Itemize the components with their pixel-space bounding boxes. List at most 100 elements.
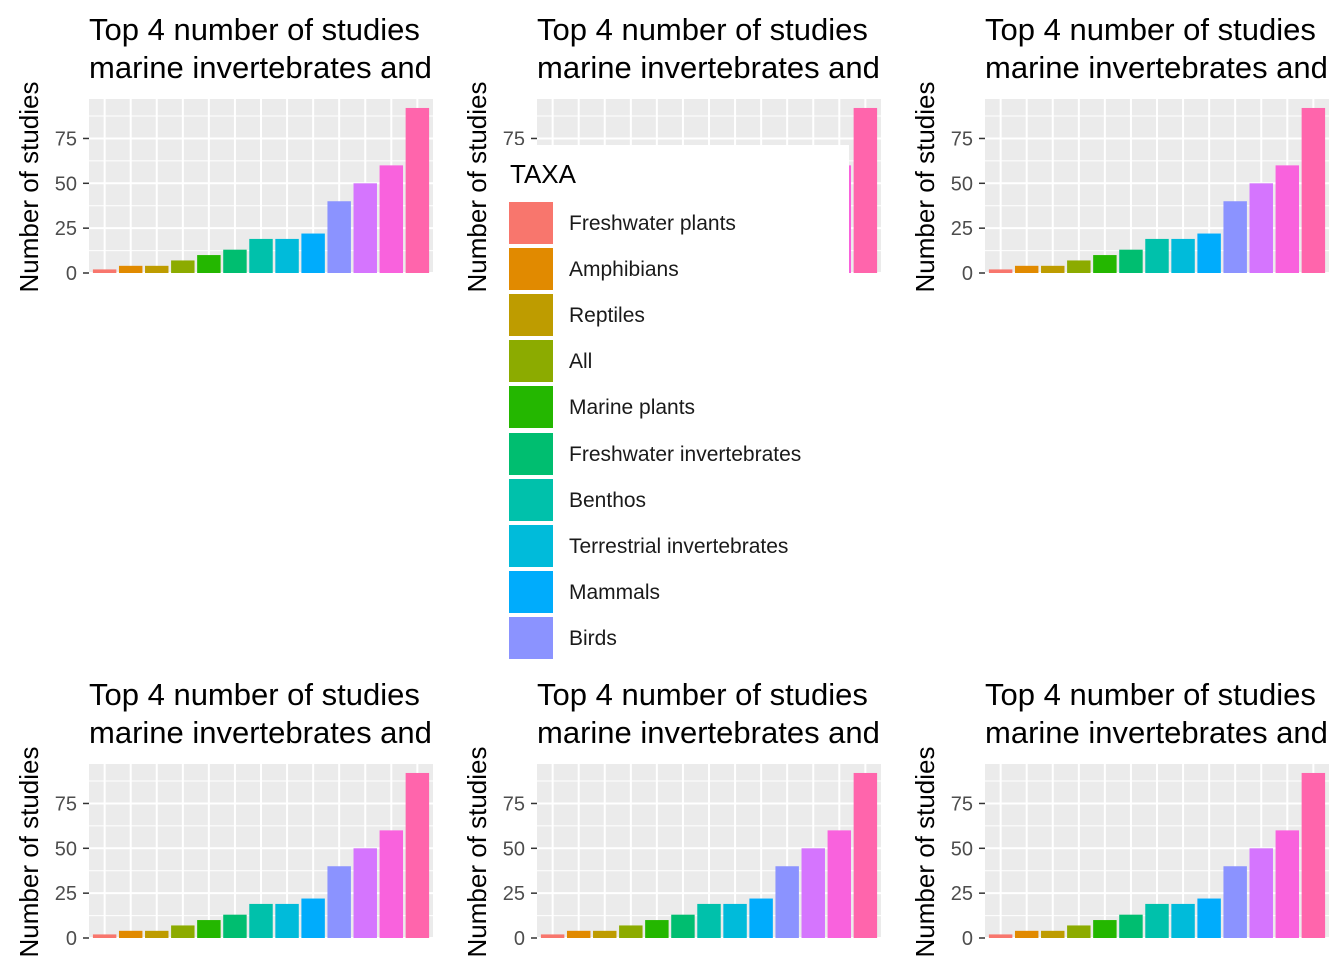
y-tick-label: 50	[55, 173, 77, 195]
chart-title-line-2: marine invertebrates and	[89, 715, 432, 750]
legend-swatch	[509, 202, 553, 244]
bar-marine-plants	[1093, 255, 1117, 273]
bar-benthos	[1145, 238, 1169, 273]
bar-category-12	[379, 165, 404, 273]
bar-freshwater-plants	[988, 934, 1013, 938]
bar-mammals	[749, 898, 773, 938]
bar-category-11	[1249, 183, 1273, 273]
bar-category-11	[801, 848, 825, 938]
legend-swatch	[509, 570, 553, 613]
bar-freshwater-plants	[540, 934, 565, 938]
bar-freshwater-plants	[988, 269, 1013, 273]
y-tick-label: 75	[55, 128, 77, 150]
y-tick-label: 25	[55, 218, 77, 240]
chart-title-line-2: marine invertebrates and	[537, 715, 880, 750]
chart-title-line-2: marine invertebrates and	[985, 50, 1328, 85]
bar-amphibians	[1014, 265, 1039, 273]
bar-birds	[327, 866, 351, 938]
y-tick-label: 75	[951, 128, 973, 150]
legend-item-terrestrial-invertebrates: Terrestrial invertebrates	[509, 524, 839, 569]
bar-mammals	[1197, 233, 1221, 273]
bar-marine-plants	[197, 255, 221, 273]
bar-terrestrial-invertebrates	[1171, 238, 1195, 273]
bar-reptiles	[593, 930, 617, 938]
chart-title-line-1: Top 4 number of studies	[537, 677, 868, 712]
y-tick-label: 0	[962, 263, 973, 285]
legend-item-benthos: Benthos	[509, 478, 839, 523]
bar-benthos	[1145, 903, 1169, 938]
bar-marine-plants	[1093, 920, 1117, 938]
bar-terrestrial-invertebrates	[275, 903, 299, 938]
bar-amphibians	[118, 265, 143, 273]
legend-label: Freshwater invertebrates	[569, 442, 802, 466]
bar-mammals	[301, 898, 325, 938]
bar-benthos	[249, 903, 273, 938]
y-tick-label: 0	[962, 928, 973, 950]
bar-reptiles	[1041, 265, 1065, 273]
bar-amphibians	[1014, 930, 1039, 938]
y-axis-label: Number of studies	[14, 82, 44, 293]
bar-terrestrial-invertebrates	[275, 238, 299, 273]
legend-label: All	[569, 350, 593, 374]
bar-category-13	[405, 772, 430, 938]
legend-swatch	[509, 616, 553, 659]
legend-label: Freshwater plants	[569, 212, 736, 235]
bar-reptiles	[1041, 930, 1065, 938]
bar-amphibians	[118, 930, 143, 938]
legend-swatch	[509, 340, 553, 383]
bar-category-13	[1301, 772, 1326, 938]
bar-freshwater-invertebrates	[671, 914, 695, 938]
legend-label: Marine plants	[569, 396, 696, 420]
legend-item-marine-plants: Marine plants	[509, 386, 839, 430]
bar-reptiles	[145, 265, 169, 273]
y-tick-label: 50	[503, 838, 525, 860]
y-tick-label: 50	[951, 838, 973, 860]
y-tick-label: 75	[503, 128, 525, 150]
bar-category-11	[353, 848, 377, 938]
chart-title-line-2: marine invertebrates and	[985, 715, 1328, 750]
legend-item-freshwater-invertebrates: Freshwater invertebrates	[509, 432, 839, 477]
chart-title-line-2: marine invertebrates and	[537, 50, 880, 85]
bar-freshwater-invertebrates	[223, 914, 247, 938]
legend-item-freshwater-plants: Freshwater plants	[509, 202, 839, 246]
chart-title-line-1: Top 4 number of studies	[985, 677, 1316, 712]
bar-mammals	[1197, 898, 1221, 938]
y-tick-label: 75	[503, 793, 525, 815]
y-tick-label: 25	[503, 883, 525, 905]
legend-item-mammals: Mammals	[509, 570, 839, 615]
legend-label: Benthos	[569, 488, 647, 512]
chart-title-line-1: Top 4 number of studies	[537, 12, 868, 47]
legend-title: TAXA	[510, 159, 576, 189]
bar-category-12	[827, 830, 852, 938]
bar-birds	[327, 201, 351, 273]
y-axis-label: Number of studies	[14, 747, 44, 958]
bar-marine-plants	[645, 920, 669, 938]
legend: TAXA Freshwater plants Amphibians Reptiles…	[497, 145, 849, 667]
legend-label: Birds	[569, 626, 617, 650]
bar-category-12	[379, 830, 404, 938]
bar-birds	[775, 866, 799, 938]
bar-freshwater-invertebrates	[1119, 914, 1143, 938]
chart-title-line-1: Top 4 number of studies	[89, 12, 420, 47]
bar-category-13	[853, 107, 878, 273]
bar-freshwater-invertebrates	[1119, 249, 1143, 273]
y-tick-label: 0	[66, 263, 77, 285]
bar-reptiles	[145, 930, 169, 938]
bar-terrestrial-invertebrates	[1171, 903, 1195, 938]
bar-benthos	[249, 238, 273, 273]
bar-mammals	[301, 233, 325, 273]
bar-freshwater-plants	[92, 269, 117, 273]
chart-title-line-1: Top 4 number of studies	[985, 12, 1316, 47]
legend-swatch	[509, 248, 553, 291]
bar-freshwater-plants	[92, 934, 117, 938]
bar-amphibians	[566, 930, 591, 938]
bar-category-13	[853, 772, 878, 938]
legend-item-birds: Birds	[509, 616, 839, 661]
y-tick-label: 25	[55, 883, 77, 905]
legend-swatch	[509, 294, 553, 337]
